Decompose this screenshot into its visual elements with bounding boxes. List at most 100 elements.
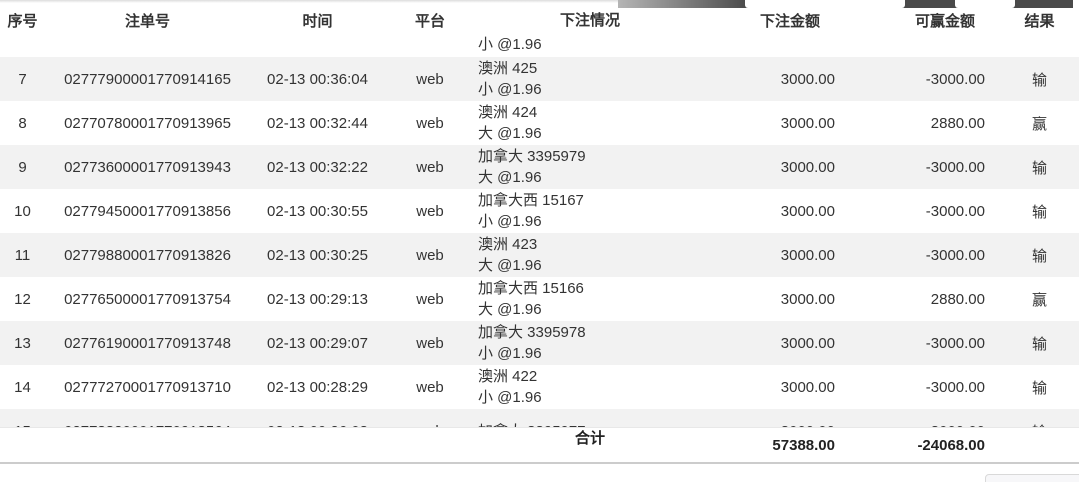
bet-info-cell: 加拿大西 15167 小 @1.96 <box>475 189 705 233</box>
bet-info-cell: 澳洲 425 小 @1.96 <box>475 57 705 101</box>
bet-id-cell: 02770780001770913965 <box>64 114 231 132</box>
bet-line2: 小 @1.96 <box>478 345 542 362</box>
bet-line1: 加拿大 3395979 <box>478 148 586 165</box>
bet-line1: 加拿大 3395978 <box>478 324 586 341</box>
winnable-cell: 2880.00 <box>930 290 985 308</box>
bet-info-cell: 加拿大 3395979 大 @1.96 <box>475 145 705 189</box>
page-background-strip <box>0 464 1079 482</box>
platform-cell: web <box>416 290 444 308</box>
bet-id-cell: 02779880001770913826 <box>64 246 231 264</box>
header-result: 结果 <box>1024 13 1055 30</box>
platform-cell: web <box>416 70 444 88</box>
bet-id-cell: 02779450001770913856 <box>64 202 231 220</box>
time-cell: 02-13 00:26:03 <box>250 409 385 428</box>
bet-line1: 澳洲 423 <box>478 236 538 253</box>
platform-cell: web <box>416 114 444 132</box>
header-time: 时间 <box>302 13 333 30</box>
table-scroll-area[interactable]: 小 @1.96 7 02777900001770914165 02-13 00:36… <box>0 0 1079 427</box>
bet-line2: 小 @1.96 <box>478 213 542 230</box>
header-amount: 下注金额 <box>759 13 820 30</box>
time-cell: 02-13 00:29:07 <box>267 334 368 352</box>
bet-info-cell: 加拿大西 15166 大 @1.96 <box>475 277 705 321</box>
clipped-toolbar-button <box>745 0 905 8</box>
amount-cell: 3000.00 <box>780 158 835 176</box>
header-seq: 序号 <box>7 13 38 30</box>
bet-line2: 小 @1.96 <box>478 389 542 406</box>
time-cell: 02-13 00:32:22 <box>267 158 368 176</box>
bet-line1: 澳洲 422 <box>478 368 538 385</box>
platform-cell: web <box>416 378 444 396</box>
bet-line1: 澳洲 424 <box>478 104 538 121</box>
winnable-cell: -3000.00 <box>850 409 1000 428</box>
footer-total-winnable: -24068.00 <box>917 437 985 454</box>
result-cell: 输 <box>1031 335 1047 353</box>
platform-cell: web <box>416 334 444 352</box>
bet-line2: 小 @1.96 <box>478 81 542 98</box>
footer-total-label: 合计 <box>574 430 605 447</box>
result-cell: 输 <box>1031 159 1047 177</box>
time-cell: 02-13 00:30:55 <box>267 202 368 220</box>
table-body: 7 02777900001770914165 02-13 00:36:04 web 澳洲… <box>0 57 1079 427</box>
header-bet-info: 下注情况 <box>559 12 620 29</box>
bet-line1: 加拿大西 15167 <box>478 192 584 209</box>
result-cell: 输 <box>1031 71 1047 89</box>
bet-id-cell: 02777900001770914165 <box>64 70 231 88</box>
table-row: 13 02776190001770913748 02-13 00:29:07 web 加… <box>0 321 1079 365</box>
bet-line1: 加拿大西 15166 <box>478 280 584 297</box>
amount-cell: 3000.00 <box>780 246 835 264</box>
top-shadow-line <box>0 0 1079 3</box>
table-row: 8 02770780001770913965 02-13 00:32:44 web 澳洲… <box>0 101 1079 145</box>
table-row: 7 02777900001770914165 02-13 00:36:04 web 澳洲… <box>0 57 1079 101</box>
bet-line2: 大 @1.96 <box>478 169 542 186</box>
result-cell: 输 <box>1031 379 1047 397</box>
amount-cell: 3000.00 <box>780 378 835 396</box>
time-cell: 02-13 00:36:04 <box>267 70 368 88</box>
table-rows: 小 @1.96 7 02777900001770914165 02-13 00:36… <box>0 33 1079 427</box>
amount-cell: 3000.00 <box>780 202 835 220</box>
table-row: 14 02777270001770913710 02-13 00:28:29 web 澳… <box>0 365 1079 409</box>
bet-line1: 加拿大 3395977 <box>478 421 586 428</box>
bet-id-cell: 02777270001770913710 <box>64 378 231 396</box>
table-row: 12 02776500001770913754 02-13 00:29:13 web 加… <box>0 277 1079 321</box>
result-cell: 赢 <box>1031 291 1047 309</box>
footer-bottom-border <box>0 462 1079 464</box>
clipped-toolbar-button <box>955 0 1015 8</box>
table-row-partial-top: 小 @1.96 <box>0 33 1079 57</box>
bet-id-cell: 02773820001770913564 <box>45 409 250 428</box>
bet-info-cell: 澳洲 423 大 @1.96 <box>475 233 705 277</box>
winnable-cell: 2880.00 <box>930 114 985 132</box>
amount-cell: 3000.00 <box>780 70 835 88</box>
seq-cell: 15 <box>0 409 45 428</box>
time-cell: 02-13 00:29:13 <box>267 290 368 308</box>
time-cell: 02-13 00:30:25 <box>267 246 368 264</box>
bet-id-cell: 02776500001770913754 <box>64 290 231 308</box>
result-cell: 输 <box>1000 409 1079 428</box>
winnable-cell: -3000.00 <box>925 378 985 396</box>
table-row: 9 02773600001770913943 02-13 00:32:22 web 加拿… <box>0 145 1079 189</box>
bet-line2: 小 @1.96 <box>478 36 542 53</box>
bet-line2: 大 @1.96 <box>478 125 542 142</box>
table-footer-total-row: 合计 57388.00 -24068.00 <box>0 427 1079 463</box>
header-bet-id: 注单号 <box>124 13 170 30</box>
bet-info-cell: 澳洲 424 大 @1.96 <box>475 101 705 145</box>
bet-info-cell: 小 @1.96 <box>475 33 705 57</box>
seq-cell: 12 <box>14 290 31 308</box>
bet-id-cell: 02776190001770913748 <box>64 334 231 352</box>
table-row: 150277382000177091356402-13 00:26:03web加… <box>0 409 1079 427</box>
bet-line2: 大 @1.96 <box>478 257 542 274</box>
seq-cell: 11 <box>14 246 31 264</box>
bet-info-cell: 加拿大 3395978 小 @1.96 <box>475 321 705 365</box>
time-cell: 02-13 00:32:44 <box>267 114 368 132</box>
platform-cell: web <box>416 202 444 220</box>
platform-cell: web <box>416 246 444 264</box>
winnable-cell: -3000.00 <box>925 202 985 220</box>
table-row: 11 02779880001770913826 02-13 00:30:25 web 澳… <box>0 233 1079 277</box>
amount-cell: 3000.00 <box>780 114 835 132</box>
platform-cell: web <box>385 409 475 428</box>
result-cell: 输 <box>1031 247 1047 265</box>
seq-cell: 14 <box>14 378 31 396</box>
platform-cell: web <box>416 158 444 176</box>
pagination-control-partial[interactable] <box>985 474 1079 482</box>
amount-cell: 3000.00 <box>780 290 835 308</box>
